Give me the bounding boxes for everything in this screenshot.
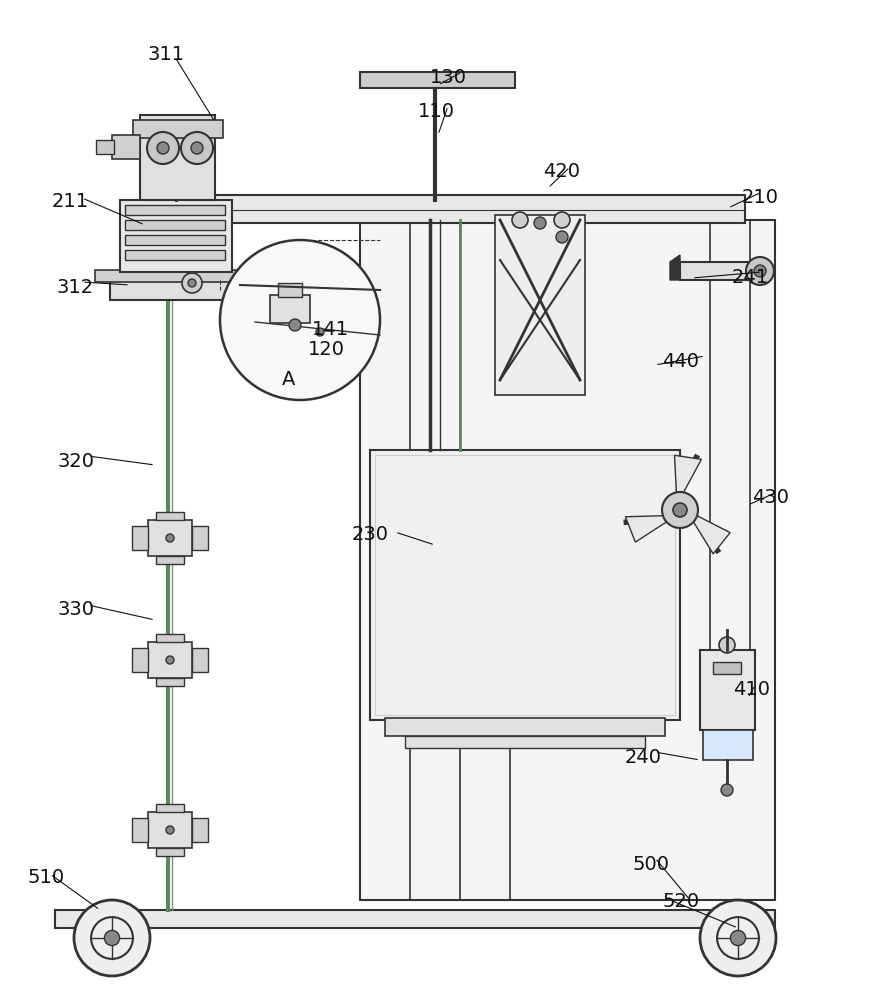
Bar	[156, 804, 183, 812]
Circle shape	[166, 826, 174, 834]
Text: 440: 440	[661, 352, 698, 371]
Circle shape	[190, 142, 203, 154]
Text: 120: 120	[307, 340, 345, 359]
Polygon shape	[625, 516, 665, 542]
Circle shape	[554, 212, 570, 228]
Bar	[125, 220, 225, 230]
Bar	[494, 215, 585, 395]
Bar	[132, 818, 148, 842]
Bar	[110, 278, 240, 300]
Bar	[156, 634, 183, 642]
Text: 510: 510	[28, 868, 65, 887]
Circle shape	[105, 930, 120, 946]
Text: 330: 330	[58, 600, 95, 619]
Circle shape	[157, 142, 169, 154]
Bar	[156, 556, 183, 564]
Circle shape	[699, 900, 775, 976]
Circle shape	[166, 534, 174, 542]
Circle shape	[753, 265, 766, 277]
Bar	[148, 520, 191, 556]
Text: A: A	[282, 370, 295, 389]
Bar	[140, 115, 214, 200]
Bar	[191, 526, 207, 550]
Text: 420: 420	[542, 162, 579, 181]
Bar	[132, 526, 148, 550]
Bar	[148, 642, 191, 678]
Text: 311: 311	[148, 45, 185, 64]
Text: 141: 141	[312, 320, 349, 339]
Text: 312: 312	[57, 278, 94, 297]
Text: 320: 320	[58, 452, 95, 471]
Bar	[156, 512, 183, 520]
Circle shape	[74, 900, 150, 976]
Bar	[277, 283, 301, 297]
Bar	[125, 250, 225, 260]
Polygon shape	[669, 255, 680, 280]
Circle shape	[166, 656, 174, 664]
Text: 130: 130	[430, 68, 466, 87]
Circle shape	[188, 279, 196, 287]
Bar	[712, 662, 740, 674]
Bar	[360, 220, 774, 900]
Text: 430: 430	[751, 488, 789, 507]
Text: 520: 520	[662, 892, 699, 911]
Bar	[680, 262, 764, 280]
Text: 211: 211	[52, 192, 89, 211]
Circle shape	[511, 212, 527, 228]
Bar	[360, 72, 515, 88]
Circle shape	[720, 784, 732, 796]
Text: 500: 500	[633, 855, 669, 874]
Bar	[385, 718, 664, 736]
Bar	[190, 195, 744, 223]
Circle shape	[315, 328, 323, 336]
Text: 241: 241	[731, 268, 768, 287]
Bar	[699, 650, 754, 730]
Bar	[191, 648, 207, 672]
Bar	[132, 648, 148, 672]
Circle shape	[147, 132, 179, 164]
Polygon shape	[673, 455, 701, 492]
Bar	[125, 235, 225, 245]
Circle shape	[182, 273, 202, 293]
Text: 110: 110	[417, 102, 455, 121]
Polygon shape	[693, 516, 729, 554]
Circle shape	[289, 319, 300, 331]
Bar	[269, 295, 309, 323]
Bar	[120, 200, 232, 272]
Bar	[191, 818, 207, 842]
Text: 230: 230	[352, 525, 389, 544]
Circle shape	[220, 240, 379, 400]
Bar	[156, 848, 183, 856]
Circle shape	[672, 503, 687, 517]
Text: 410: 410	[732, 680, 769, 699]
Circle shape	[181, 132, 213, 164]
Circle shape	[556, 231, 567, 243]
Bar	[375, 455, 674, 715]
Bar	[369, 450, 680, 720]
Bar	[156, 678, 183, 686]
Circle shape	[533, 217, 546, 229]
Circle shape	[719, 637, 734, 653]
Circle shape	[661, 492, 697, 528]
Circle shape	[729, 930, 745, 946]
Bar	[96, 140, 114, 154]
Bar	[112, 135, 140, 159]
Circle shape	[745, 257, 773, 285]
Bar	[133, 120, 222, 138]
Bar	[405, 736, 644, 748]
Bar	[125, 205, 225, 215]
Bar	[703, 730, 752, 760]
Bar	[55, 910, 774, 928]
Text: 210: 210	[742, 188, 778, 207]
Bar	[95, 270, 254, 282]
Text: 240: 240	[625, 748, 661, 767]
Bar	[148, 812, 191, 848]
